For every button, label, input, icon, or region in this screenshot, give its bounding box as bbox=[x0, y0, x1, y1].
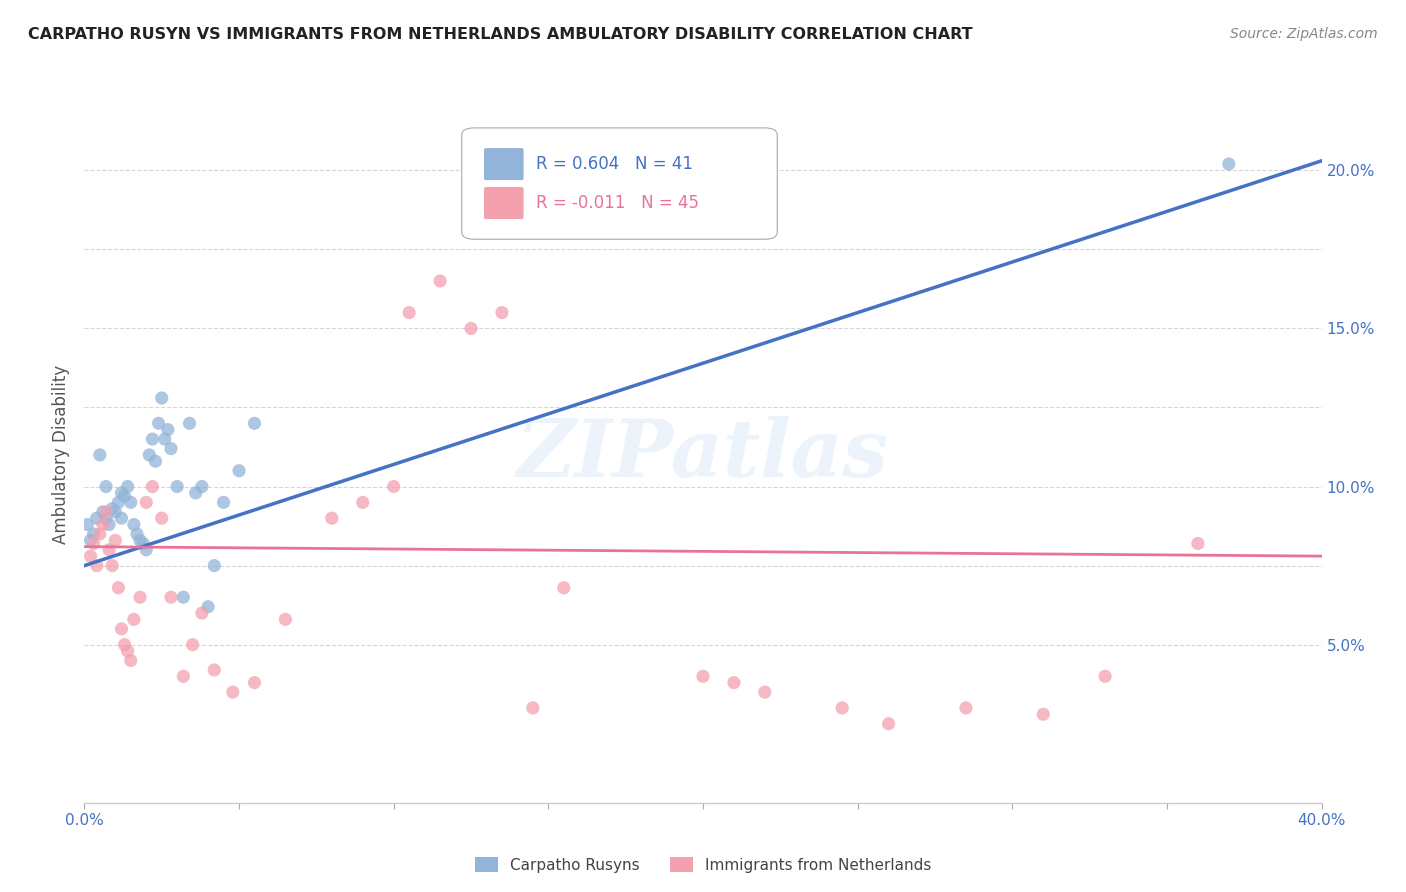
Text: R = -0.011   N = 45: R = -0.011 N = 45 bbox=[536, 194, 699, 212]
Point bbox=[86, 511, 108, 525]
Point bbox=[114, 489, 136, 503]
Point bbox=[129, 591, 152, 605]
Point bbox=[955, 701, 977, 715]
Point bbox=[120, 495, 142, 509]
Point bbox=[79, 533, 101, 548]
Point bbox=[243, 675, 266, 690]
Point bbox=[120, 653, 142, 667]
Point bbox=[153, 432, 176, 446]
Point bbox=[191, 606, 214, 620]
FancyBboxPatch shape bbox=[484, 187, 523, 219]
Point bbox=[491, 305, 513, 319]
Point bbox=[692, 669, 714, 683]
Point bbox=[202, 663, 225, 677]
Point bbox=[98, 542, 121, 557]
Point bbox=[1218, 157, 1240, 171]
FancyBboxPatch shape bbox=[461, 128, 778, 239]
Point bbox=[460, 321, 482, 335]
Point bbox=[135, 542, 157, 557]
Point bbox=[91, 517, 114, 532]
Point bbox=[94, 505, 117, 519]
Point bbox=[135, 495, 157, 509]
Text: CARPATHO RUSYN VS IMMIGRANTS FROM NETHERLANDS AMBULATORY DISABILITY CORRELATION : CARPATHO RUSYN VS IMMIGRANTS FROM NETHER… bbox=[28, 27, 973, 42]
Point bbox=[107, 581, 129, 595]
Point bbox=[1032, 707, 1054, 722]
Point bbox=[83, 536, 105, 550]
Point bbox=[181, 638, 204, 652]
Point bbox=[132, 536, 155, 550]
Point bbox=[101, 558, 124, 573]
Text: Source: ZipAtlas.com: Source: ZipAtlas.com bbox=[1230, 27, 1378, 41]
Point bbox=[110, 486, 132, 500]
Point bbox=[110, 511, 132, 525]
Point bbox=[122, 517, 145, 532]
Point bbox=[150, 511, 173, 525]
Point bbox=[110, 622, 132, 636]
Point bbox=[429, 274, 451, 288]
Point bbox=[553, 581, 575, 595]
Point bbox=[86, 558, 108, 573]
Point bbox=[197, 599, 219, 614]
Point bbox=[117, 644, 139, 658]
Text: R = 0.604   N = 41: R = 0.604 N = 41 bbox=[536, 155, 693, 173]
Point bbox=[150, 391, 173, 405]
Point bbox=[877, 716, 900, 731]
Y-axis label: Ambulatory Disability: Ambulatory Disability bbox=[52, 366, 70, 544]
Point bbox=[148, 417, 170, 431]
Point bbox=[202, 558, 225, 573]
Point bbox=[754, 685, 776, 699]
Point bbox=[352, 495, 374, 509]
Point bbox=[89, 527, 111, 541]
Point bbox=[179, 417, 201, 431]
Point bbox=[172, 591, 194, 605]
Point bbox=[138, 448, 160, 462]
Point bbox=[160, 591, 183, 605]
Point bbox=[79, 549, 101, 563]
Point bbox=[831, 701, 853, 715]
Point bbox=[94, 511, 117, 525]
Point bbox=[76, 517, 98, 532]
Point bbox=[94, 479, 117, 493]
Point bbox=[114, 638, 136, 652]
Point bbox=[91, 505, 114, 519]
Point bbox=[98, 517, 121, 532]
Point bbox=[321, 511, 343, 525]
Point bbox=[89, 448, 111, 462]
Text: ZIPatlas: ZIPatlas bbox=[517, 417, 889, 493]
Point bbox=[104, 505, 127, 519]
Point bbox=[172, 669, 194, 683]
Point bbox=[83, 527, 105, 541]
Point bbox=[122, 612, 145, 626]
FancyBboxPatch shape bbox=[484, 148, 523, 180]
Point bbox=[166, 479, 188, 493]
Point bbox=[222, 685, 245, 699]
Point bbox=[141, 432, 163, 446]
Point bbox=[160, 442, 183, 456]
Point bbox=[107, 495, 129, 509]
Point bbox=[274, 612, 297, 626]
Point bbox=[145, 454, 167, 468]
Point bbox=[191, 479, 214, 493]
Point bbox=[212, 495, 235, 509]
Point bbox=[129, 533, 152, 548]
Point bbox=[184, 486, 207, 500]
Point bbox=[1094, 669, 1116, 683]
Point bbox=[156, 423, 179, 437]
Point bbox=[141, 479, 163, 493]
Point bbox=[243, 417, 266, 431]
Point bbox=[104, 533, 127, 548]
Point bbox=[228, 464, 250, 478]
Legend: Carpatho Rusyns, Immigrants from Netherlands: Carpatho Rusyns, Immigrants from Netherl… bbox=[468, 850, 938, 879]
Point bbox=[117, 479, 139, 493]
Point bbox=[723, 675, 745, 690]
Point bbox=[125, 527, 148, 541]
Point bbox=[522, 701, 544, 715]
Point bbox=[382, 479, 405, 493]
Point bbox=[101, 501, 124, 516]
Point bbox=[398, 305, 420, 319]
Point bbox=[1187, 536, 1209, 550]
